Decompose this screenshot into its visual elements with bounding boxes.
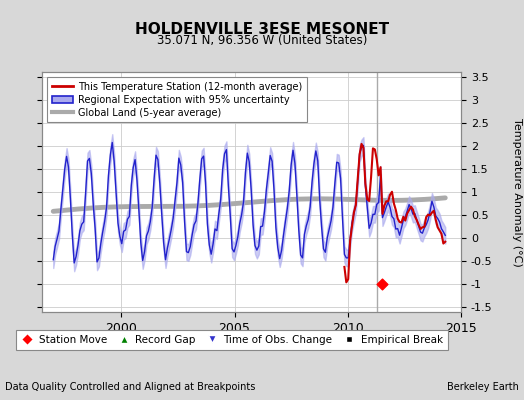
Legend: This Temperature Station (12-month average), Regional Expectation with 95% uncer: This Temperature Station (12-month avera…: [47, 77, 307, 122]
Y-axis label: Temperature Anomaly (°C): Temperature Anomaly (°C): [512, 118, 522, 266]
Legend: Station Move, Record Gap, Time of Obs. Change, Empirical Break: Station Move, Record Gap, Time of Obs. C…: [16, 330, 448, 350]
Point: [378, 281, 386, 288]
Text: 35.071 N, 96.356 W (United States): 35.071 N, 96.356 W (United States): [157, 34, 367, 47]
Text: HOLDENVILLE 3ESE MESONET: HOLDENVILLE 3ESE MESONET: [135, 22, 389, 37]
Text: Berkeley Earth: Berkeley Earth: [447, 382, 519, 392]
Text: Data Quality Controlled and Aligned at Breakpoints: Data Quality Controlled and Aligned at B…: [5, 382, 256, 392]
